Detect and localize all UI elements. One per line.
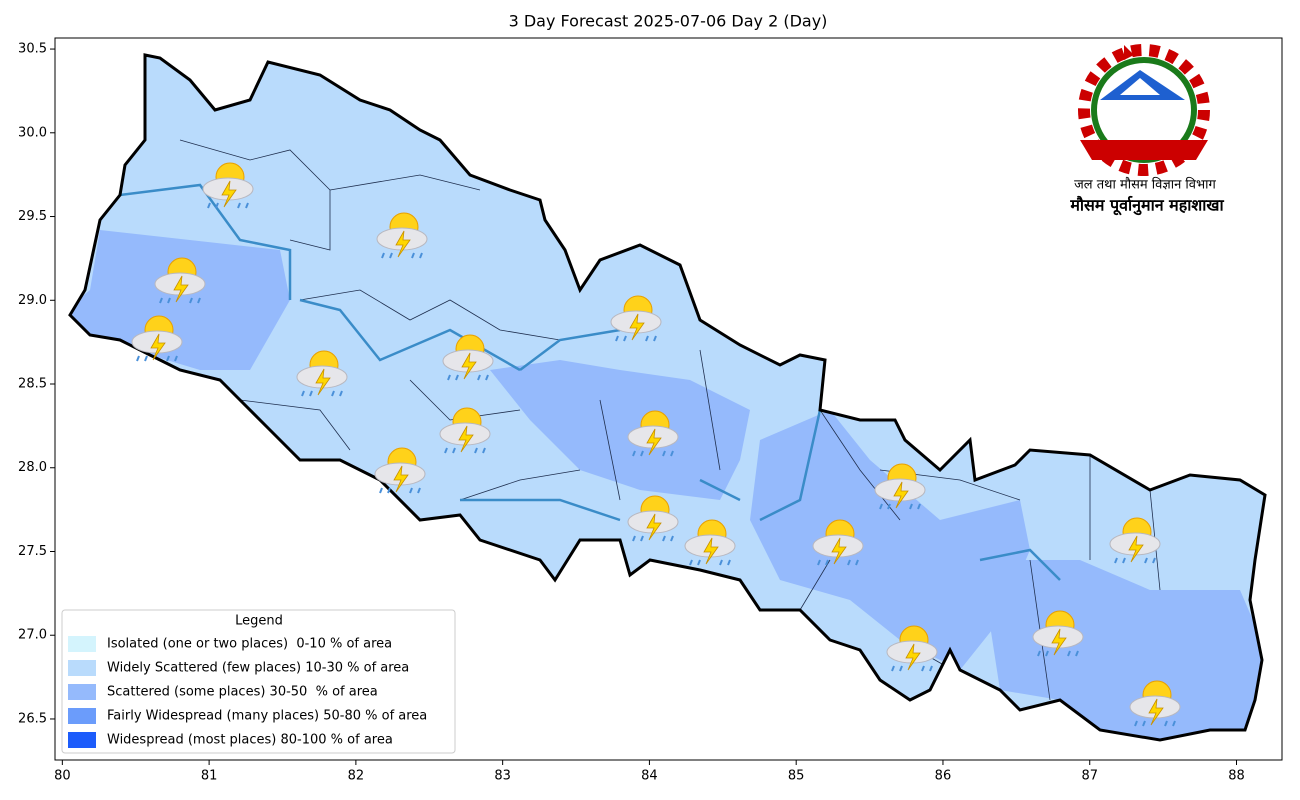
logo: जल तथा मौसम विज्ञान विभाग मौसम पूर्वानुम… bbox=[1069, 44, 1225, 216]
icon-bolt bbox=[461, 352, 477, 380]
province-borders bbox=[119, 183, 1061, 581]
x-tick-label: 88 bbox=[1228, 769, 1245, 784]
legend-label: Widely Scattered (few places) 10-30 % of… bbox=[107, 661, 409, 676]
weather-icons bbox=[131, 162, 1181, 727]
legend-swatch bbox=[68, 660, 96, 676]
weather-icon bbox=[874, 463, 926, 510]
weather-icon bbox=[627, 410, 679, 457]
weather-icon bbox=[296, 350, 348, 397]
x-tick-label: 84 bbox=[641, 769, 658, 784]
x-tick-label: 87 bbox=[1081, 769, 1098, 784]
region bbox=[750, 410, 1030, 670]
weather-icon bbox=[1032, 610, 1084, 657]
y-tick-label: 28.0 bbox=[18, 460, 47, 475]
icon-rain bbox=[444, 447, 486, 454]
region bbox=[70, 230, 290, 370]
weather-icon bbox=[1129, 680, 1181, 727]
logo-line-2: मौसम पूर्वानुमान महाशाखा bbox=[1069, 196, 1224, 216]
x-tick-label: 86 bbox=[935, 769, 952, 784]
icon-bolt bbox=[393, 465, 409, 493]
icon-bolt bbox=[646, 513, 662, 541]
y-tick-label: 29.5 bbox=[18, 209, 47, 224]
logo-line-1: जल तथा मौसम विज्ञान विभाग bbox=[1074, 177, 1216, 193]
icon-rain bbox=[817, 559, 859, 566]
y-tick-label: 30.0 bbox=[18, 125, 47, 140]
x-tick-label: 82 bbox=[348, 769, 365, 784]
icon-bolt bbox=[395, 230, 411, 258]
icon-bolt bbox=[150, 333, 166, 361]
icon-rain bbox=[301, 390, 343, 397]
weather-icon bbox=[376, 212, 428, 259]
x-tick-label: 81 bbox=[201, 769, 218, 784]
x-tick-label: 80 bbox=[54, 769, 71, 784]
icon-rain bbox=[615, 335, 657, 342]
icon-bolt bbox=[703, 537, 719, 565]
weather-icon bbox=[886, 625, 938, 672]
weather-icon bbox=[154, 257, 206, 304]
plot-frame bbox=[54, 37, 1283, 761]
y-tick-label: 30.5 bbox=[18, 42, 47, 57]
icon-bolt bbox=[315, 368, 331, 396]
icon-rain bbox=[1134, 720, 1176, 727]
chart-title: 3 Day Forecast 2025-07-06 Day 2 (Day) bbox=[509, 12, 828, 31]
legend-label: Widespread (most places) 80-100 % of are… bbox=[107, 733, 393, 748]
icon-bolt bbox=[646, 428, 662, 456]
icon-rain bbox=[447, 374, 489, 381]
icon-rain bbox=[689, 559, 731, 566]
icon-bolt bbox=[221, 180, 237, 208]
icon-bolt bbox=[905, 643, 921, 671]
icon-rain bbox=[632, 450, 674, 457]
icon-rain bbox=[632, 535, 674, 542]
legend: Legend Isolated (one or two places) 0-10… bbox=[61, 609, 456, 754]
icon-bolt bbox=[831, 537, 847, 565]
icon-rain bbox=[891, 665, 933, 672]
region bbox=[490, 360, 750, 500]
icon-rain bbox=[879, 503, 921, 510]
icon-rain bbox=[1037, 650, 1079, 657]
y-tick-label: 27.5 bbox=[18, 544, 47, 559]
region bbox=[980, 560, 1265, 740]
y-tick-label: 28.5 bbox=[18, 377, 47, 392]
weather-icon bbox=[202, 162, 254, 209]
icon-rain bbox=[379, 487, 421, 494]
icon-bolt bbox=[1148, 698, 1164, 726]
weather-icon bbox=[627, 495, 679, 542]
x-tick-label: 85 bbox=[788, 769, 805, 784]
weather-icon bbox=[812, 519, 864, 566]
icon-rain bbox=[381, 252, 423, 259]
legend-label: Isolated (one or two places) 0-10 % of a… bbox=[107, 637, 392, 652]
weather-icon bbox=[131, 315, 183, 362]
icon-bolt bbox=[1051, 628, 1067, 656]
weather-icon bbox=[1109, 517, 1161, 564]
legend-swatch bbox=[68, 732, 96, 748]
y-tick-label: 27.0 bbox=[18, 628, 47, 643]
icon-rain bbox=[136, 355, 178, 362]
weather-icon bbox=[610, 295, 662, 342]
icon-bolt bbox=[893, 481, 909, 509]
icon-rain bbox=[207, 202, 249, 209]
legend-label: Scattered (some places) 30-50 % of area bbox=[107, 685, 378, 700]
weather-icon bbox=[684, 519, 736, 566]
weather-icon bbox=[442, 334, 494, 381]
y-tick-label: 29.0 bbox=[18, 293, 47, 308]
legend-title: Legend bbox=[235, 614, 283, 629]
icon-rain bbox=[159, 297, 201, 304]
legend-label: Fairly Widespread (many places) 50-80 % … bbox=[107, 709, 427, 724]
legend-box bbox=[61, 609, 456, 754]
icon-bolt bbox=[1128, 535, 1144, 563]
icon-bolt bbox=[458, 425, 474, 453]
icon-rain bbox=[1114, 557, 1156, 564]
y-tick-label: 26.5 bbox=[18, 711, 47, 726]
weather-icon bbox=[439, 407, 491, 454]
icon-bolt bbox=[173, 275, 189, 303]
legend-swatch bbox=[68, 708, 96, 724]
icon-bolt bbox=[629, 313, 645, 341]
x-tick-label: 83 bbox=[494, 769, 511, 784]
legend-swatch bbox=[68, 684, 96, 700]
weather-icon bbox=[374, 447, 426, 494]
legend-swatch bbox=[68, 636, 96, 652]
